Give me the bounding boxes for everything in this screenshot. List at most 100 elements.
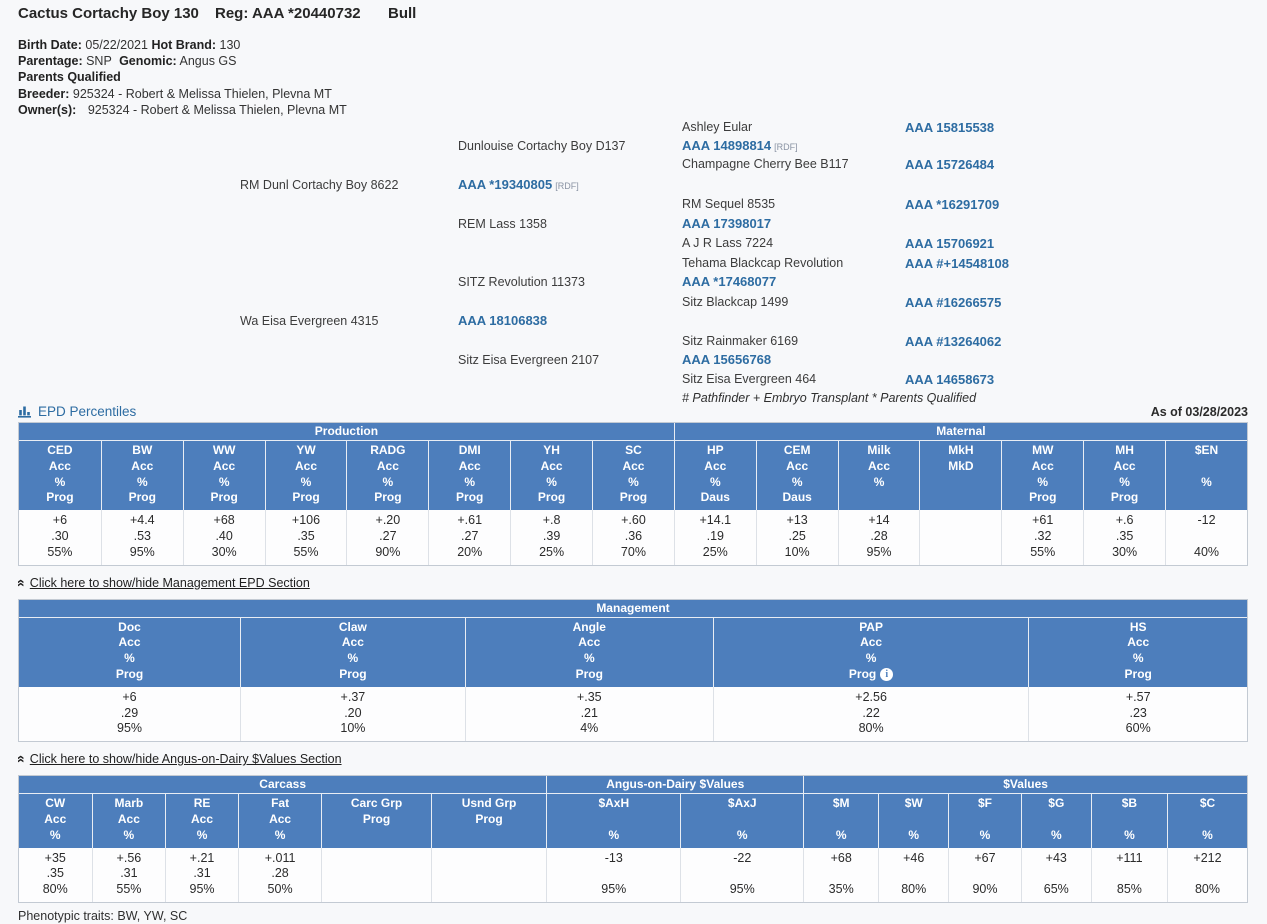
rdf-tag: [RDF] bbox=[555, 181, 579, 191]
management-table: Management Doc Acc % Prog Claw Acc % Pro… bbox=[18, 598, 1248, 743]
pedigree-dam-dam-reg[interactable]: AAA 15656768 bbox=[682, 352, 771, 367]
mgmt-value-pap: +2.56 .22 80% bbox=[712, 686, 1029, 742]
epd-value-mkh bbox=[919, 510, 1002, 565]
col-header-axj: $AxJ % bbox=[680, 794, 804, 848]
reg-link[interactable]: AAA 15656768 bbox=[682, 352, 772, 367]
epd-value-milk: +14 .28 95% bbox=[837, 510, 920, 565]
col-header-w: $W % bbox=[878, 794, 949, 848]
ggp-reg[interactable]: AAA *16291709 bbox=[905, 197, 999, 212]
value-axh: -13 95% bbox=[546, 847, 681, 902]
reg-link[interactable]: AAA 14658673 bbox=[905, 372, 995, 387]
ggp-reg[interactable]: AAA #+14548108 bbox=[905, 256, 1009, 271]
animal-info-block: Birth Date: 05/22/2021 Hot Brand: 130 Pa… bbox=[18, 37, 347, 118]
toggle-management-link[interactable]: Click here to show/hide Management EPD S… bbox=[29, 575, 310, 590]
dairy-toggle-row: « Click here to show/hide Angus-on-Dairy… bbox=[14, 751, 1249, 767]
col-header-mw: MW Acc % Prog bbox=[1001, 441, 1084, 511]
toggle-dairy-link[interactable]: Click here to show/hide Angus-on-Dairy $… bbox=[29, 752, 342, 767]
breeder-line: Breeder: 925324 - Robert & Melissa Thiel… bbox=[18, 86, 347, 102]
col-header-axh: $AxH % bbox=[546, 794, 681, 848]
col-header-angle: Angle Acc % Prog bbox=[464, 617, 713, 687]
col-header-re: RE Acc % bbox=[165, 794, 238, 848]
pedigree-dam-sire-reg[interactable]: AAA *17468077 bbox=[682, 274, 776, 289]
pap-prog-label: Prog bbox=[848, 666, 877, 681]
col-header-ww: WW Acc % Prog bbox=[182, 441, 265, 511]
col-header-sc: SC Acc % Prog bbox=[592, 441, 674, 511]
reg-link[interactable]: AAA 15815538 bbox=[905, 120, 995, 135]
sire-reg-link[interactable]: AAA *19340805 bbox=[458, 177, 553, 192]
hot-brand-value: 130 bbox=[219, 38, 241, 52]
carc-value-fat: +.011 .28 50% bbox=[237, 847, 322, 902]
value-f: +67 90% bbox=[948, 847, 1021, 902]
col-header-en: $EN % bbox=[1165, 441, 1247, 511]
pedigree-dam-reg[interactable]: AAA 18106838 bbox=[458, 313, 547, 328]
col-header-f: $F % bbox=[948, 794, 1021, 848]
genomic-value: Angus GS bbox=[179, 54, 237, 69]
hot-brand-label: Hot Brand: bbox=[151, 38, 217, 52]
col-header-milk: Milk Acc % bbox=[837, 441, 920, 511]
ggp-reg[interactable]: AAA 15706921 bbox=[905, 236, 994, 251]
epd-value-en: -12 40% bbox=[1165, 510, 1247, 565]
col-header-usnd-grp: Usnd Grp Prog bbox=[430, 794, 547, 848]
epd-value-ced: +6 .30 55% bbox=[19, 510, 101, 565]
parentage-value: SNP bbox=[86, 54, 112, 69]
ggp-reg[interactable]: AAA #16266575 bbox=[905, 295, 1001, 310]
info-icon[interactable]: i bbox=[880, 668, 894, 682]
dairy-values-band: Angus-on-Dairy $Values bbox=[546, 776, 804, 795]
pedigree-footnote: # Pathfinder + Embryo Transplant * Paren… bbox=[682, 391, 977, 405]
ggp-reg[interactable]: AAA 15726484 bbox=[905, 157, 994, 172]
col-header-mkh: MkH MkD bbox=[919, 441, 1002, 511]
values-band: $Values bbox=[803, 776, 1247, 795]
ggp-reg[interactable]: AAA 15815538 bbox=[905, 120, 994, 135]
ggp-reg[interactable]: AAA #13264062 bbox=[905, 334, 1001, 349]
pedigree-sire-reg[interactable]: AAA *19340805 [RDF] bbox=[458, 177, 579, 192]
col-header-dmi: DMI Acc % Prog bbox=[428, 441, 511, 511]
pap-header-top: PAP Acc % bbox=[859, 619, 883, 666]
bar-chart-icon bbox=[18, 406, 31, 418]
col-header-b: $B % bbox=[1090, 794, 1167, 848]
value-g: +43 65% bbox=[1020, 847, 1091, 902]
col-header-yh: YH Acc % Prog bbox=[510, 441, 593, 511]
breeder-label: Breeder: bbox=[18, 86, 70, 101]
epd-percentiles-heading[interactable]: EPD Percentiles bbox=[18, 404, 136, 419]
chevron-double-up-icon: « bbox=[13, 578, 30, 587]
mgmt-value-doc: +6 .29 95% bbox=[19, 686, 241, 742]
reg-link[interactable]: AAA 15706921 bbox=[905, 236, 995, 251]
ggp-reg[interactable]: AAA 14658673 bbox=[905, 372, 994, 387]
reg-link[interactable]: AAA *17468077 bbox=[682, 274, 777, 289]
col-header-cem: CEM Acc % Daus bbox=[755, 441, 838, 511]
epd-value-ww: +68 .40 30% bbox=[182, 510, 265, 565]
col-header-m: $M % bbox=[803, 794, 879, 848]
breeder-value: 925324 - Robert & Melissa Thielen, Plevn… bbox=[72, 86, 332, 101]
col-header-ced: CED Acc % Prog bbox=[19, 441, 101, 511]
registration-number: Reg: AAA *20440732 bbox=[215, 5, 361, 22]
epd-value-mw: +61 .32 55% bbox=[1001, 510, 1084, 565]
reg-link[interactable]: AAA *16291709 bbox=[905, 197, 1000, 212]
reg-link[interactable]: AAA 17398017 bbox=[682, 216, 772, 231]
reg-link[interactable]: AAA 14898814 bbox=[682, 138, 772, 153]
animal-name: Cactus Cortachy Boy 130 bbox=[18, 5, 199, 22]
management-toggle-row: « Click here to show/hide Management EPD… bbox=[14, 575, 1249, 591]
pedigree-sire-dam-reg[interactable]: AAA 17398017 bbox=[682, 216, 771, 231]
carcass-values-table: Carcass Angus-on-Dairy $Values $Values C… bbox=[18, 775, 1248, 903]
epd-value-cem: +13 .25 10% bbox=[755, 510, 838, 565]
pedigree-sire-sire-reg[interactable]: AAA 14898814 [RDF] bbox=[682, 138, 798, 153]
sex-label: Bull bbox=[388, 5, 417, 22]
reg-link[interactable]: AAA #+14548108 bbox=[905, 256, 1009, 271]
chevron-double-up-icon: « bbox=[13, 755, 30, 764]
reg-link[interactable]: AAA 15726484 bbox=[905, 157, 995, 172]
epd-value-yh: +.8 .39 25% bbox=[510, 510, 593, 565]
mgmt-value-angle: +.35 .21 4% bbox=[464, 686, 713, 742]
reg-link[interactable]: AAA #16266575 bbox=[905, 295, 1002, 310]
col-header-hp: HP Acc % Daus bbox=[673, 441, 756, 511]
carc-value-re: +.21 .31 95% bbox=[165, 847, 238, 902]
production-band: Production bbox=[19, 423, 674, 441]
epd-value-yw: +106 .35 55% bbox=[264, 510, 347, 565]
dam-reg-link[interactable]: AAA 18106838 bbox=[458, 313, 548, 328]
col-header-cw: CW Acc % bbox=[19, 794, 92, 848]
maternal-band: Maternal bbox=[673, 423, 1247, 441]
pedigree-sire-dam-name: REM Lass 1358 bbox=[458, 217, 547, 231]
parents-qualified-line: Parents Qualified bbox=[18, 70, 121, 85]
epd-value-hp: +14.1 .19 25% bbox=[673, 510, 756, 565]
reg-link[interactable]: AAA #13264062 bbox=[905, 334, 1002, 349]
